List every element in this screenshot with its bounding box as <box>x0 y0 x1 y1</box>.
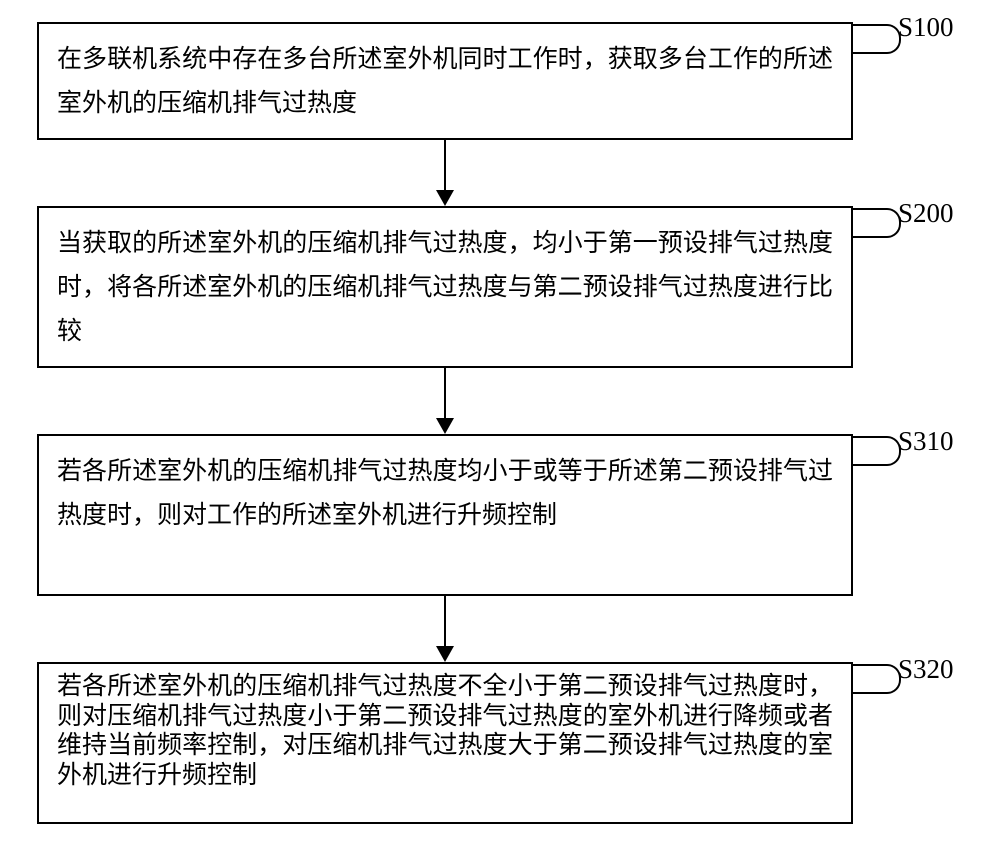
step-s320-box: 若各所述室外机的压缩机排气过热度不全小于第二预设排气过热度时，则对压缩机排气过热… <box>37 662 853 824</box>
step-s310-box: 若各所述室外机的压缩机排气过热度均小于或等于所述第二预设排气过热度时，则对工作的… <box>37 434 853 596</box>
arrowhead-s200-s310 <box>436 418 454 434</box>
step-s200-brace <box>853 208 901 238</box>
arrowhead-s100-s200 <box>436 190 454 206</box>
step-s320-brace <box>853 664 901 694</box>
step-s320-label: S320 <box>898 654 954 685</box>
flowchart-canvas: 在多联机系统中存在多台所述室外机同时工作时，获取多台工作的所述室外机的压缩机排气… <box>0 0 1000 847</box>
step-s100-brace <box>853 24 901 54</box>
connector-s310-s320 <box>444 596 446 646</box>
step-s310-text: 若各所述室外机的压缩机排气过热度均小于或等于所述第二预设排气过热度时，则对工作的… <box>57 458 833 529</box>
step-s100-label: S100 <box>898 12 954 43</box>
step-s200-text: 当获取的所述室外机的压缩机排气过热度，均小于第一预设排气过热度时，将各所述室外机… <box>57 230 833 345</box>
step-s310-label: S310 <box>898 426 954 457</box>
connector-s100-s200 <box>444 140 446 190</box>
step-s100-text: 在多联机系统中存在多台所述室外机同时工作时，获取多台工作的所述室外机的压缩机排气… <box>57 46 833 117</box>
step-s200-box: 当获取的所述室外机的压缩机排气过热度，均小于第一预设排气过热度时，将各所述室外机… <box>37 206 853 368</box>
arrowhead-s310-s320 <box>436 646 454 662</box>
step-s310-brace <box>853 436 901 466</box>
step-s320-text: 若各所述室外机的压缩机排气过热度不全小于第二预设排气过热度时，则对压缩机排气过热… <box>57 673 833 789</box>
step-s200-label: S200 <box>898 198 954 229</box>
step-s100-box: 在多联机系统中存在多台所述室外机同时工作时，获取多台工作的所述室外机的压缩机排气… <box>37 22 853 140</box>
connector-s200-s310 <box>444 368 446 418</box>
